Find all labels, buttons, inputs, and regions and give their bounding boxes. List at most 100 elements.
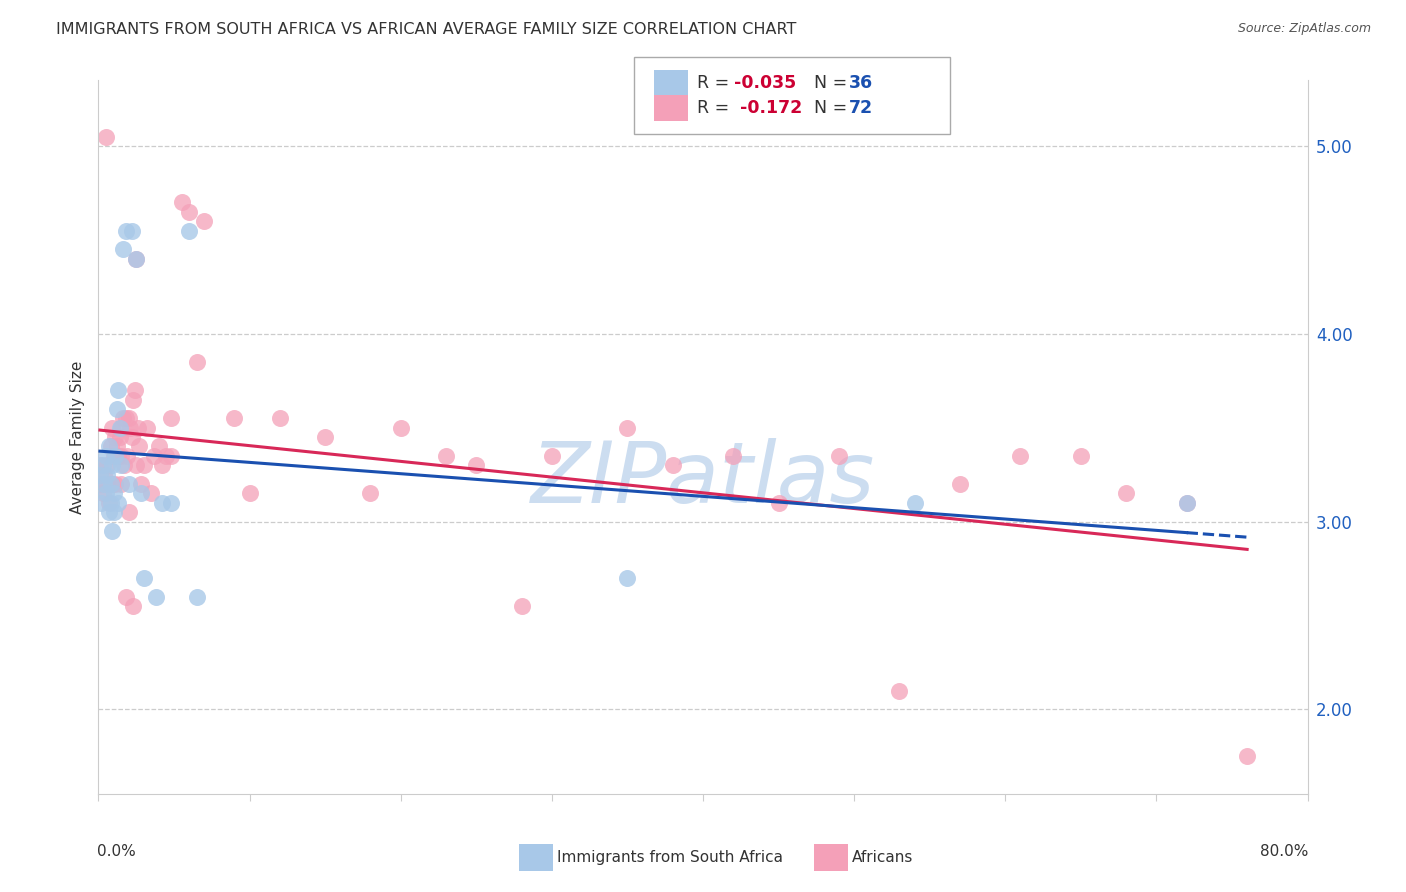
Point: [110, 449, 132, 463]
Point: [1175, 496, 1198, 510]
Point: [100, 440, 122, 454]
Point: [89, 458, 111, 473]
Point: [101, 458, 124, 473]
Point: [96, 477, 118, 491]
Point: [540, 449, 562, 463]
Point: [145, 590, 167, 604]
Text: R =: R =: [697, 99, 735, 117]
Point: [160, 411, 183, 425]
Text: -0.035: -0.035: [734, 74, 796, 92]
Point: [89, 467, 111, 482]
Point: [465, 458, 488, 473]
Point: [186, 355, 208, 369]
Point: [224, 411, 246, 425]
Text: 72: 72: [849, 99, 873, 117]
Point: [616, 571, 638, 585]
Point: [179, 204, 201, 219]
Point: [1236, 749, 1258, 764]
Point: [120, 420, 142, 434]
Point: [135, 420, 157, 434]
Point: [103, 449, 125, 463]
Point: [94, 486, 117, 500]
Text: 80.0%: 80.0%: [1260, 844, 1309, 859]
Point: [193, 214, 215, 228]
Point: [118, 411, 141, 425]
Text: 36: 36: [849, 74, 873, 92]
Point: [160, 449, 183, 463]
Point: [121, 223, 143, 237]
Point: [186, 590, 208, 604]
Text: Source: ZipAtlas.com: Source: ZipAtlas.com: [1237, 22, 1371, 36]
Point: [98, 496, 121, 510]
Point: [101, 524, 124, 538]
Point: [949, 477, 972, 491]
Point: [100, 496, 122, 510]
Text: N =: N =: [803, 99, 852, 117]
Point: [121, 430, 143, 444]
Text: 0.0%: 0.0%: [97, 844, 136, 859]
Y-axis label: Average Family Size: Average Family Size: [69, 360, 84, 514]
Point: [904, 496, 927, 510]
Point: [110, 458, 132, 473]
Point: [105, 401, 128, 416]
Point: [96, 467, 118, 482]
Point: [828, 449, 851, 463]
Point: [108, 420, 131, 434]
Point: [1175, 496, 1198, 510]
Point: [150, 496, 173, 510]
Point: [155, 449, 177, 463]
Point: [434, 449, 457, 463]
Point: [91, 486, 114, 500]
Point: [132, 458, 155, 473]
Point: [111, 411, 134, 425]
Point: [129, 486, 152, 500]
Point: [118, 505, 141, 519]
Point: [768, 496, 790, 510]
Point: [104, 449, 127, 463]
Point: [110, 477, 132, 491]
Point: [360, 486, 382, 500]
Point: [94, 449, 117, 463]
Text: R =: R =: [697, 74, 735, 92]
Text: IMMIGRANTS FROM SOUTH AFRICA VS AFRICAN AVERAGE FAMILY SIZE CORRELATION CHART: IMMIGRANTS FROM SOUTH AFRICA VS AFRICAN …: [56, 22, 797, 37]
Point: [114, 223, 136, 237]
Point: [616, 420, 638, 434]
Text: Africans: Africans: [852, 850, 914, 864]
Point: [122, 392, 145, 407]
Point: [98, 505, 121, 519]
Point: [107, 449, 129, 463]
Point: [94, 129, 117, 144]
Point: [125, 252, 148, 266]
Text: Immigrants from South Africa: Immigrants from South Africa: [557, 850, 783, 864]
Point: [127, 420, 149, 434]
Point: [90, 477, 112, 491]
Point: [148, 440, 170, 454]
Point: [96, 458, 118, 473]
Point: [103, 505, 125, 519]
Point: [112, 458, 135, 473]
Point: [128, 440, 150, 454]
Point: [389, 420, 412, 434]
Point: [1010, 449, 1032, 463]
Point: [143, 449, 166, 463]
Point: [661, 458, 683, 473]
Point: [111, 242, 134, 256]
Point: [269, 411, 291, 425]
Point: [105, 440, 128, 454]
Point: [889, 683, 911, 698]
Point: [91, 458, 114, 473]
Point: [114, 590, 136, 604]
Point: [510, 599, 533, 613]
Point: [125, 252, 148, 266]
Point: [723, 449, 745, 463]
Point: [125, 458, 148, 473]
Point: [107, 496, 129, 510]
Point: [1070, 449, 1092, 463]
Point: [160, 496, 183, 510]
Point: [122, 599, 145, 613]
Point: [104, 430, 127, 444]
Point: [101, 477, 124, 491]
Point: [115, 449, 138, 463]
Point: [1115, 486, 1137, 500]
Point: [179, 223, 201, 237]
